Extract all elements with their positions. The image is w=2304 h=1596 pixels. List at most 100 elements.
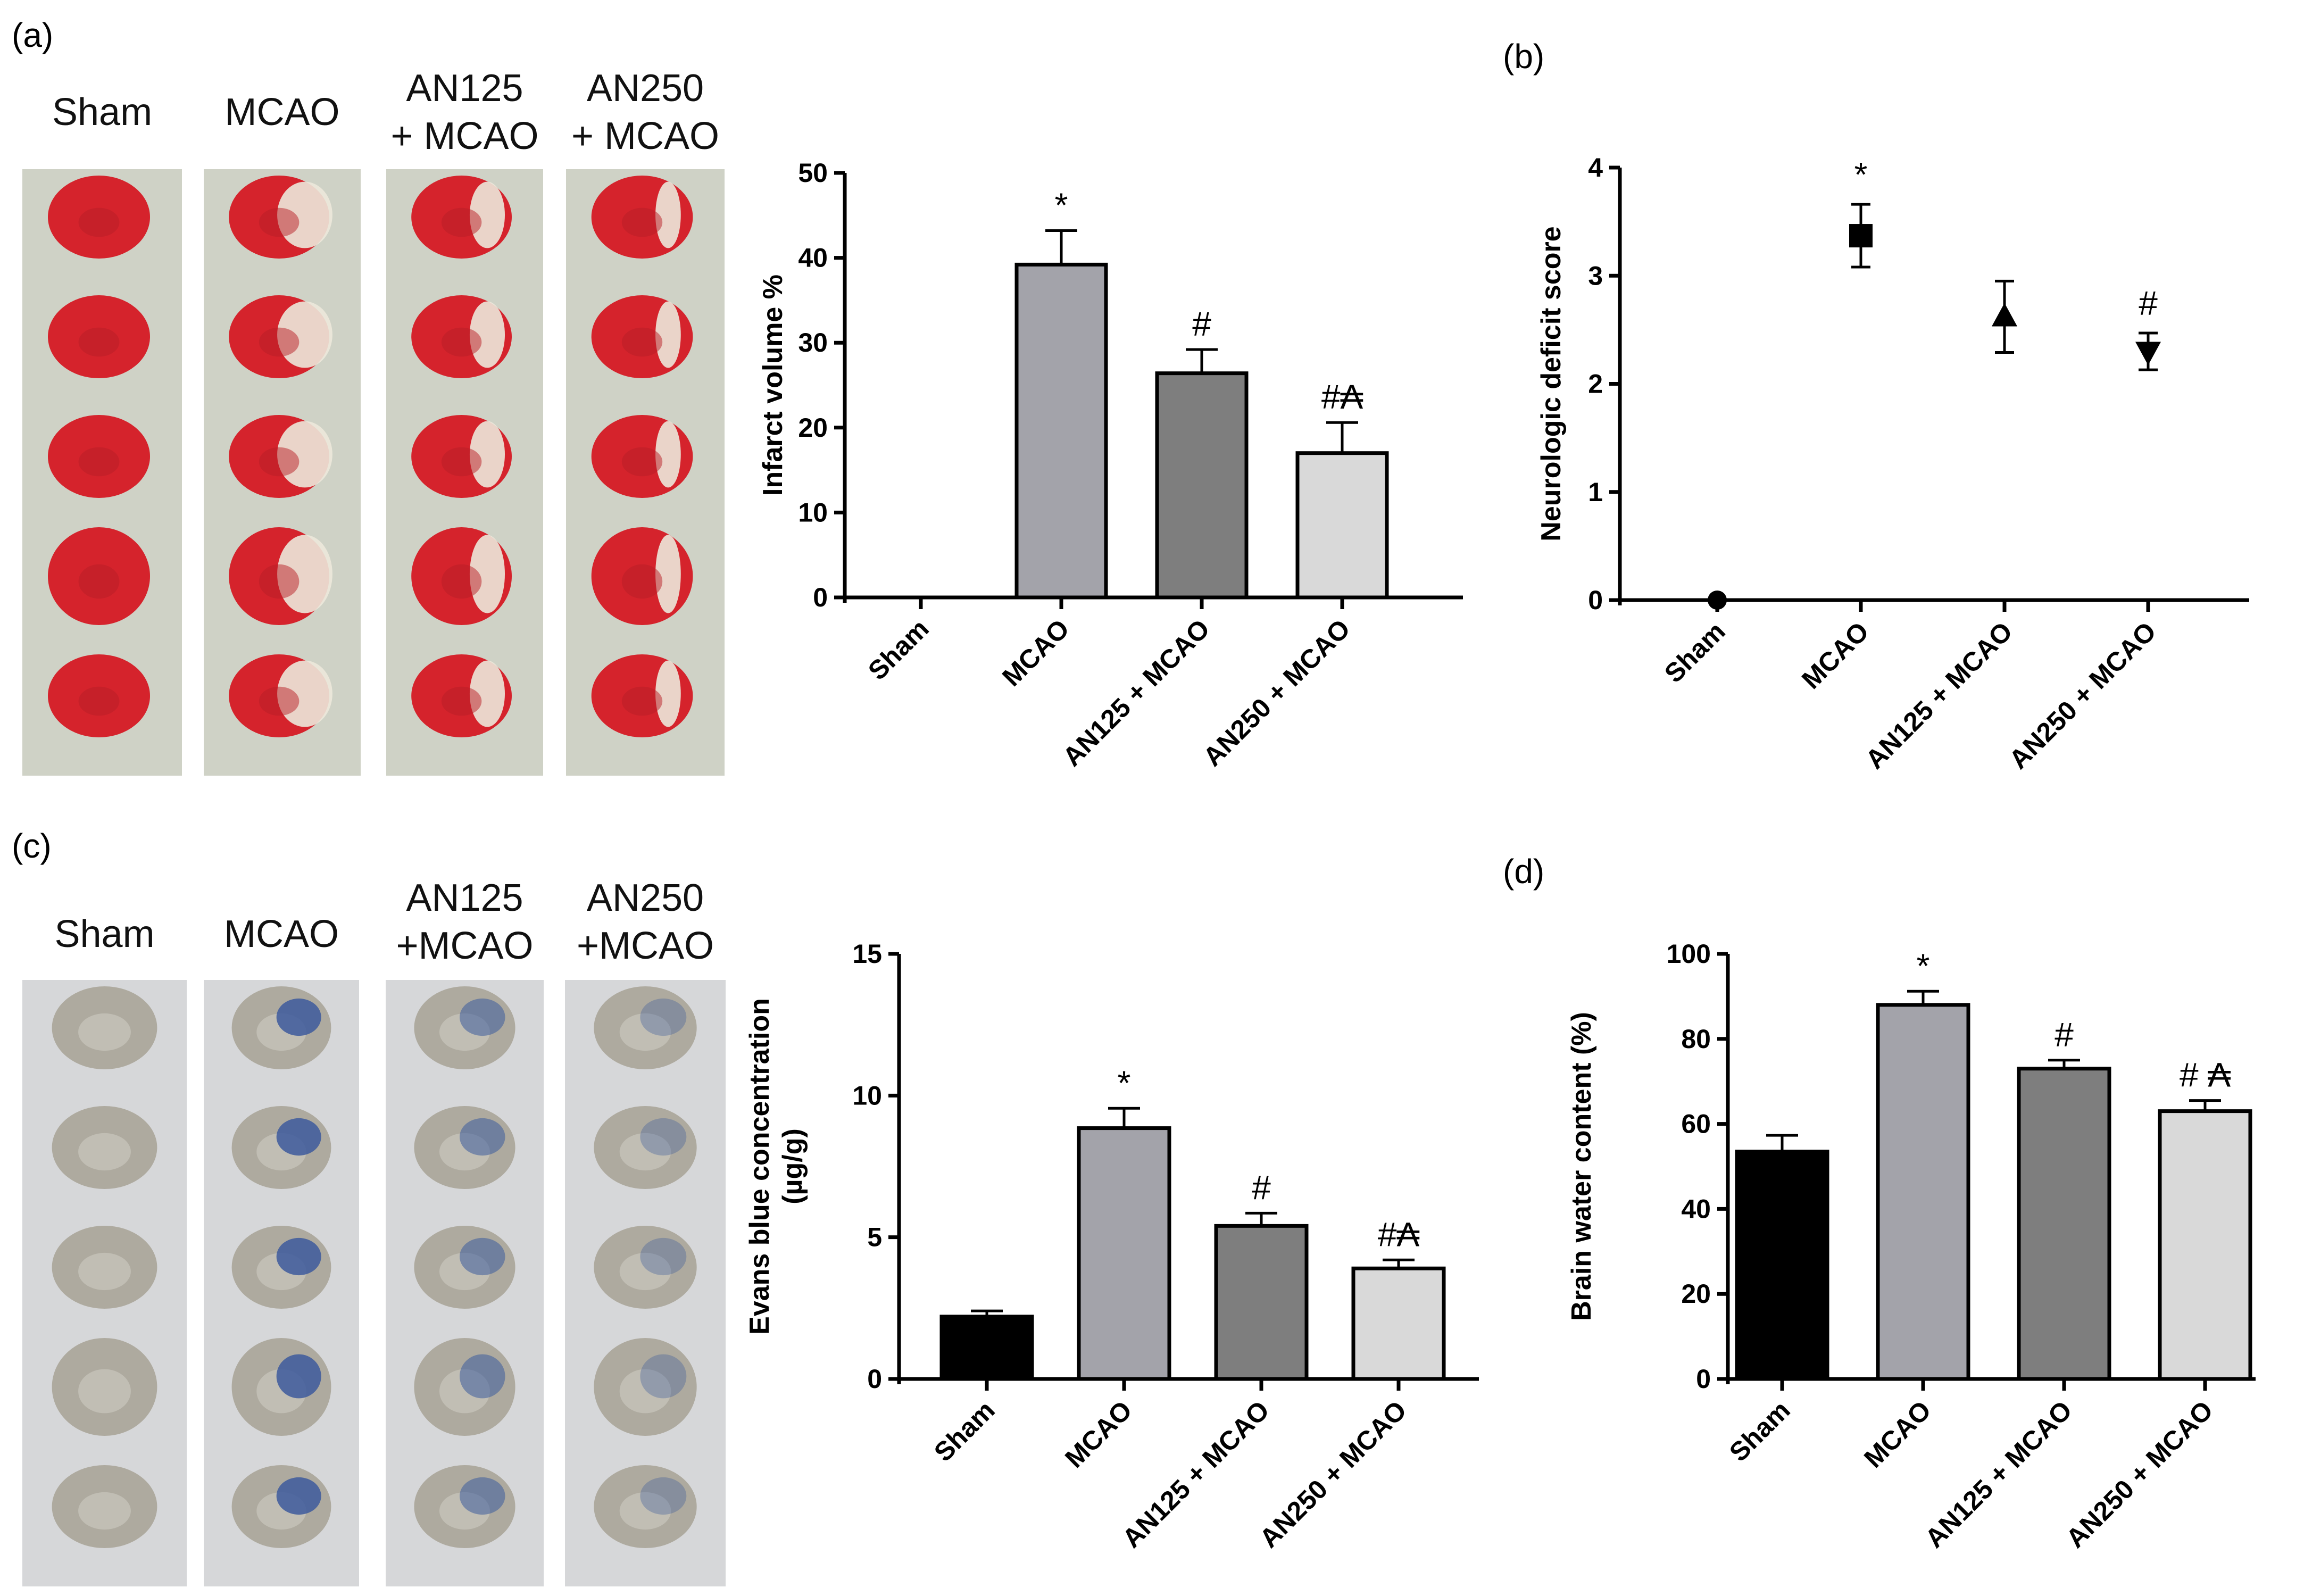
y-tick-label: 50 xyxy=(798,158,828,188)
slice-detail xyxy=(619,1492,671,1530)
y-tick-label: 30 xyxy=(798,328,828,358)
dye-region xyxy=(459,1354,505,1399)
bar xyxy=(1295,451,1389,600)
slice-detail xyxy=(78,564,120,599)
y-axis-title: Neurologic deficit score xyxy=(1536,226,1567,541)
y-tick-label: 3 xyxy=(1588,261,1603,290)
x-category-label: AN125 + MCAO xyxy=(1860,616,2018,775)
infarct-region xyxy=(469,181,505,248)
dye-region xyxy=(459,1118,505,1156)
photo-group-label: Sham xyxy=(52,91,152,134)
significance-marker: # xyxy=(2055,1016,2074,1054)
neurologic-score-chart: 0 1 2 3 4 Neurologic deficit score Sham MCAO * AN… xyxy=(1536,153,2249,775)
slice-detail xyxy=(78,1492,131,1530)
significance-marker: # ₳ xyxy=(2180,1056,2231,1094)
y-axis-title-line2: (µg/g) xyxy=(777,1128,808,1204)
photo-group-label: + MCAO xyxy=(571,115,719,157)
slice-detail xyxy=(78,207,120,237)
data-point xyxy=(1708,591,1727,610)
photo-group-label: AN250 xyxy=(587,67,704,110)
photo-group-label: MCAO xyxy=(224,913,339,955)
ttc-brain-slices-photo: Sham MCAO AN125 + MCAO AN250 + MCAO xyxy=(22,67,725,776)
bar xyxy=(1077,1126,1171,1381)
brain-water-chart: 0 20 40 60 80 100 Brain water content (%) Sham M… xyxy=(1566,939,2256,1553)
significance-marker: * xyxy=(1118,1063,1131,1102)
y-tick-label: 0 xyxy=(867,1364,882,1394)
infarct-region xyxy=(469,421,505,488)
x-category-label: AN250 + MCAO xyxy=(2003,616,2162,775)
slice-detail xyxy=(78,686,120,716)
significance-marker: # xyxy=(1252,1168,1271,1207)
dye-region xyxy=(459,1477,505,1515)
infarct-region xyxy=(469,301,505,368)
bar xyxy=(1014,262,1108,600)
bar xyxy=(939,1315,1034,1381)
dye-region xyxy=(640,1237,687,1276)
x-category-label: Sham xyxy=(1724,1395,1796,1467)
slice-detail xyxy=(621,686,663,716)
bar xyxy=(2158,1109,2252,1381)
photo-group-label: +MCAO xyxy=(577,925,714,967)
photo-group-label: AN125 xyxy=(406,67,523,110)
infarct-region xyxy=(655,181,681,248)
slice-detail xyxy=(78,327,120,357)
slice-detail xyxy=(441,327,482,357)
photo-group-label: AN125 xyxy=(406,877,523,919)
slice-detail xyxy=(259,327,300,357)
slice-detail xyxy=(441,686,482,716)
slice-detail xyxy=(78,1252,131,1291)
y-tick-label: 40 xyxy=(1681,1194,1711,1224)
slice-detail xyxy=(441,564,482,599)
photo-group-label: + MCAO xyxy=(390,115,538,157)
y-tick-label: 20 xyxy=(798,413,828,443)
infarct-region xyxy=(655,535,681,613)
x-category-label: Sham xyxy=(928,1395,1001,1467)
slice-detail xyxy=(441,207,482,237)
slice-detail xyxy=(619,1369,671,1414)
slice-detail xyxy=(441,447,482,477)
slice-detail xyxy=(259,207,300,237)
y-tick-label: 100 xyxy=(1667,939,1711,969)
panel-label-d: (d) xyxy=(1503,852,1544,891)
y-tick-label: 4 xyxy=(1588,153,1603,182)
dye-region xyxy=(640,998,687,1036)
panel-label-a: (a) xyxy=(12,16,53,54)
y-tick-label: 0 xyxy=(813,583,828,612)
dye-region xyxy=(276,1477,321,1515)
infarct-region xyxy=(469,535,505,613)
x-category-label: AN125 + MCAO xyxy=(1057,613,1216,772)
dye-region xyxy=(459,1237,505,1276)
significance-marker: # xyxy=(1192,305,1211,343)
photo-group-label: AN250 xyxy=(587,877,704,919)
bar xyxy=(2017,1067,2111,1381)
infarct-region xyxy=(655,660,681,727)
dye-region xyxy=(640,1477,687,1515)
x-category-label: Sham xyxy=(862,613,935,686)
x-category-label: AN250 + MCAO xyxy=(1254,1395,1412,1553)
y-tick-label: 20 xyxy=(1681,1279,1711,1309)
y-axis-title: Infarct volume % xyxy=(758,275,788,496)
photo-group-label: MCAO xyxy=(225,91,340,134)
infarct-volume-chart: 0 10 20 30 40 50 Infarct volume % Sham MCAO * AN12… xyxy=(758,158,1463,772)
dye-region xyxy=(276,1354,321,1399)
y-tick-label: 5 xyxy=(867,1223,882,1252)
infarct-region xyxy=(655,421,681,488)
x-category-label: AN250 + MCAO xyxy=(2060,1395,2219,1553)
evans-blue-brain-slices-photo: Sham MCAO AN125 +MCAO AN250 +MCAO xyxy=(22,877,726,1586)
slice-detail xyxy=(259,447,300,477)
x-category-label: Sham xyxy=(1659,616,1731,688)
y-tick-label: 60 xyxy=(1681,1109,1711,1139)
significance-marker: # xyxy=(2139,284,2158,322)
x-category-label: AN125 + MCAO xyxy=(1919,1395,2078,1553)
slice-detail xyxy=(78,447,120,477)
significance-marker: * xyxy=(1055,186,1068,225)
dye-region xyxy=(276,998,321,1036)
evans-blue-chart: 0 5 10 15 Evans blue concentration (µg/g) Sham… xyxy=(744,939,1479,1553)
dye-region xyxy=(640,1354,687,1399)
x-category-label: AN250 + MCAO xyxy=(1197,613,1356,772)
panel-label-c: (c) xyxy=(12,827,52,865)
slice-detail xyxy=(619,1013,671,1051)
slice-detail xyxy=(619,1133,671,1171)
slice-detail xyxy=(259,564,300,599)
